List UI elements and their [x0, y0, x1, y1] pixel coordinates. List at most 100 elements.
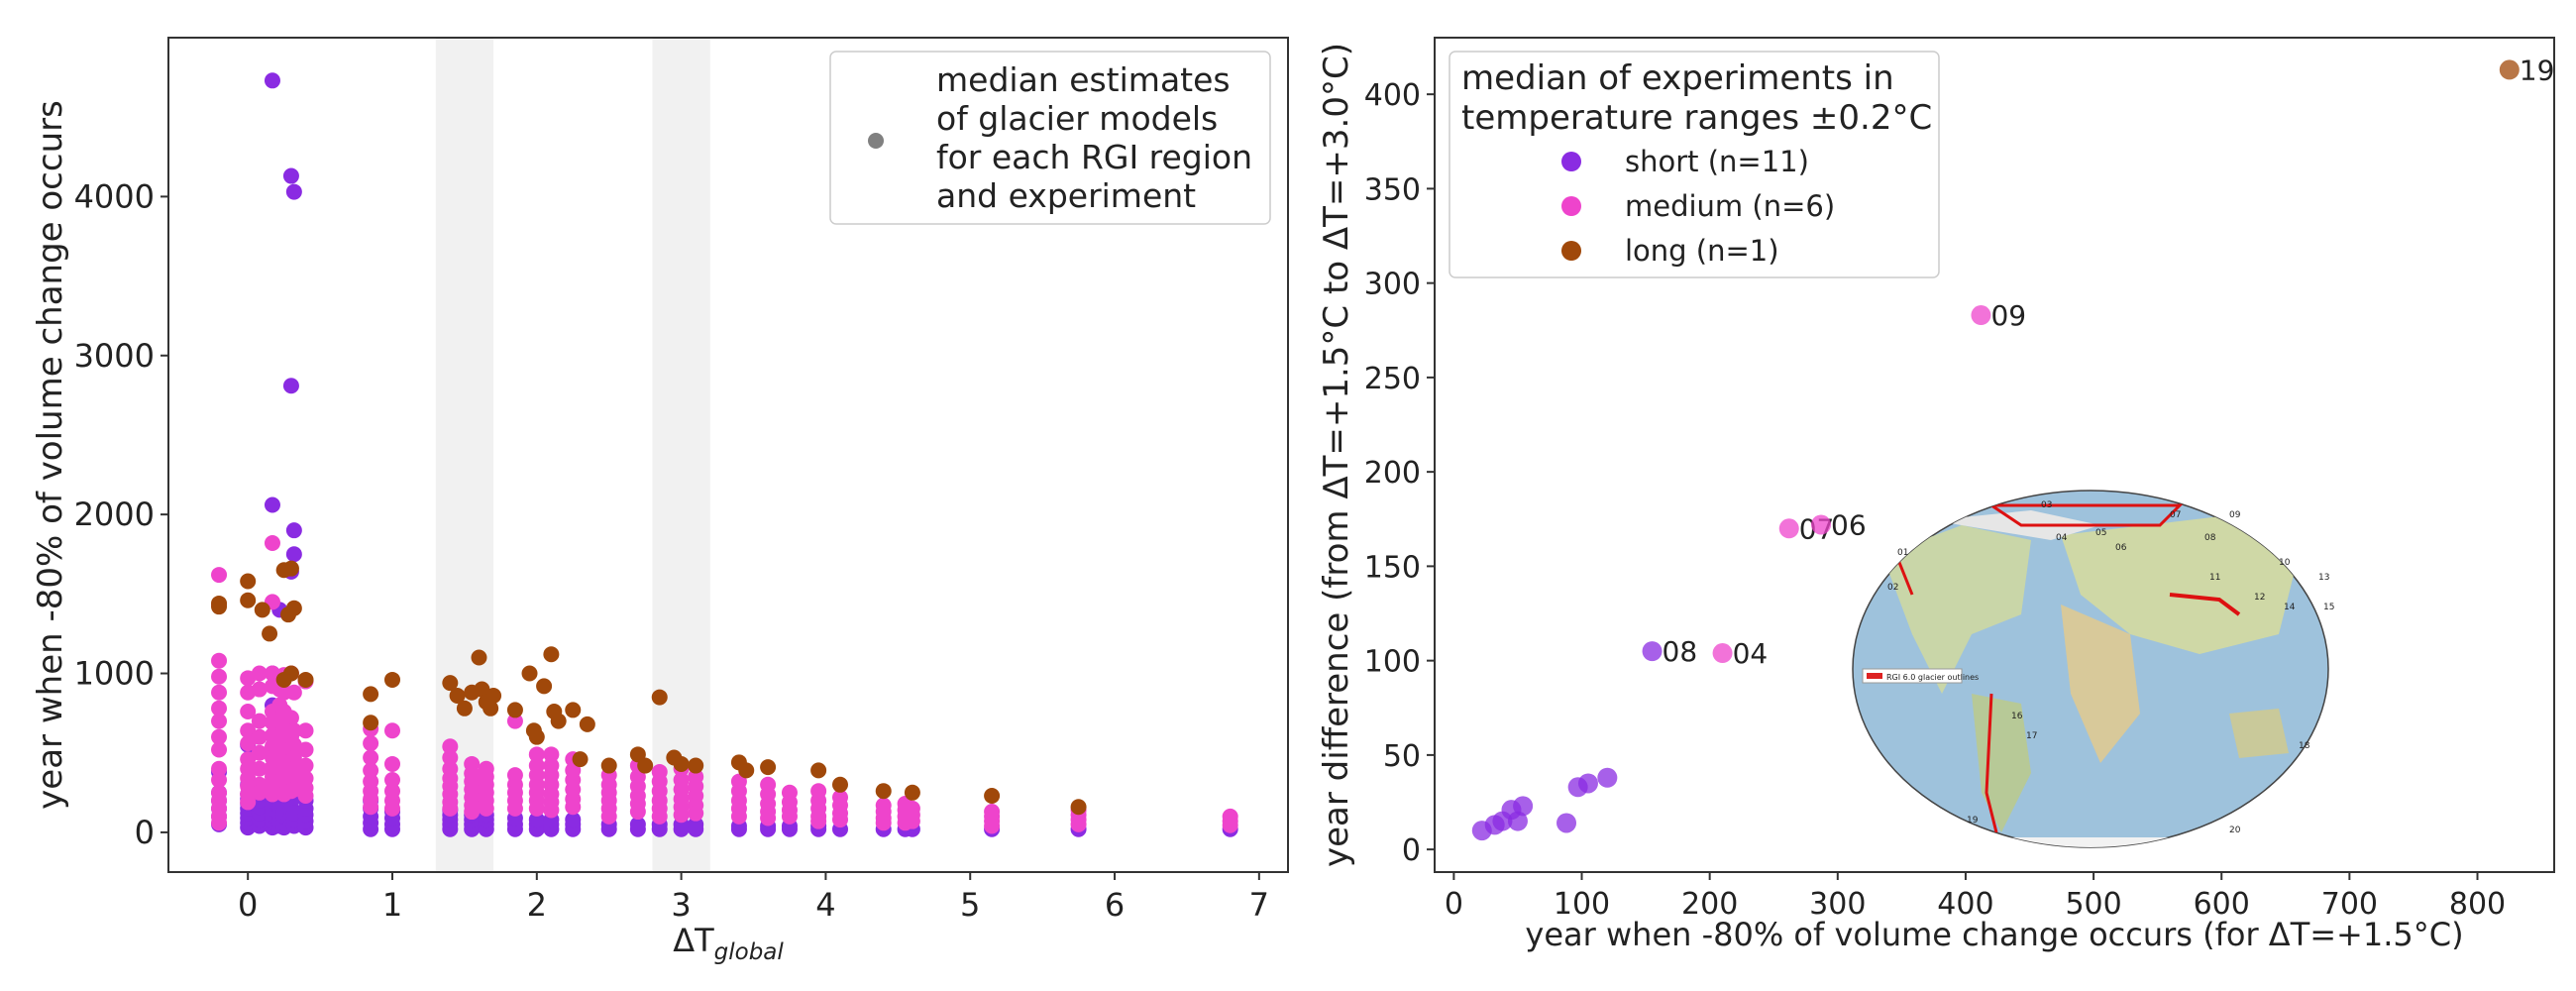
data-point: [984, 818, 1001, 834]
data-point: [543, 746, 560, 763]
data-point: [478, 800, 494, 817]
data-point: [262, 625, 278, 642]
x-tick-label: 500: [2065, 887, 2121, 922]
data-point: [297, 671, 314, 688]
data-point: [781, 808, 798, 825]
data-point: [285, 722, 302, 739]
legend-entry-label: medium (n=6): [1625, 189, 1835, 223]
point-label: 09: [1990, 299, 2026, 332]
map-region-label: 09: [2229, 510, 2241, 520]
left-y-axis-label: year when -80% of volume change occurs: [31, 100, 70, 810]
data-point: [673, 807, 690, 824]
data-point: [760, 810, 777, 826]
data-point: [297, 757, 314, 774]
legend-marker: [1561, 196, 1581, 216]
map-region-label: 17: [2026, 731, 2037, 741]
x-tick-label: 100: [1554, 887, 1610, 922]
data-point: [384, 771, 400, 788]
y-tick-label: 2000: [74, 496, 155, 533]
data-point: [1556, 813, 1577, 833]
legend-label-line: for each RGI region: [936, 138, 1252, 176]
left-chart: 0 1 2 3 4 5 6 7 0 1000 2000 3000 4000 ΔTglobal year…: [31, 37, 1289, 965]
data-point: [442, 738, 459, 755]
point-label: 06: [1831, 508, 1867, 541]
y-tick-label: 150: [1364, 550, 1421, 585]
shaded-ranges: [435, 38, 710, 872]
y-tick-label: 0: [1402, 833, 1421, 868]
map-legend-label: RGI 6.0 glacier outlines: [1886, 673, 1979, 682]
right-y-axis: 0 50 100 150 200 250 300 350 400: [1364, 78, 1435, 868]
data-point: [264, 535, 280, 552]
data-point: [384, 722, 400, 739]
legend-title-line: temperature ranges ±0.2°C: [1461, 98, 1932, 138]
data-point: [579, 716, 595, 732]
data-point: [285, 183, 302, 200]
data-point: [363, 715, 379, 731]
data-point: [543, 646, 560, 663]
data-point: [285, 684, 302, 701]
data-point: [264, 72, 280, 89]
x-tick-label: 600: [2194, 887, 2250, 922]
left-plot-frame: [167, 37, 1289, 873]
data-point: [984, 788, 1001, 805]
data-point: [211, 728, 228, 745]
x-tick-label: 0: [238, 886, 258, 924]
map-region-label: 20: [2229, 826, 2241, 835]
data-point: [506, 800, 523, 817]
data-point: [363, 686, 379, 703]
right-plot-frame: [1434, 37, 2555, 873]
data-point: [730, 808, 747, 825]
data-point: [211, 815, 228, 831]
y-tick-label: 100: [1364, 645, 1421, 680]
y-tick-label: 4000: [74, 177, 155, 215]
data-point: [1070, 799, 1087, 816]
y-tick-label: 200: [1364, 456, 1421, 491]
map-region-labels: 01 02 03 04 05 06 07 08 09 10 11 12 13 14 15 16 17 18 19 20: [1887, 500, 2334, 835]
data-point: [904, 813, 920, 829]
data-point: [506, 702, 523, 718]
data-point: [651, 689, 668, 706]
data-point: [282, 167, 299, 184]
y-tick-label: 1000: [74, 655, 155, 693]
data-point: [449, 687, 466, 704]
point-label: 08: [1663, 635, 1698, 668]
data-point: [565, 702, 582, 718]
right-x-axis-label: year when -80% of volume change occurs (…: [1525, 916, 2463, 953]
data-point: [673, 755, 690, 772]
data-point: [550, 713, 567, 729]
data-point: [251, 760, 268, 777]
data-point: [211, 599, 228, 615]
point-label: 19: [2520, 54, 2555, 86]
data-point: [211, 741, 228, 758]
y-tick-label: 300: [1364, 268, 1421, 302]
data-point: [629, 804, 646, 821]
data-point: [442, 675, 459, 692]
data-point: [629, 816, 646, 832]
data-point: [211, 700, 228, 716]
data-point: [471, 649, 487, 666]
data-point: [528, 800, 545, 817]
map-region-label: 07: [2170, 510, 2181, 520]
x-tick-label: 800: [2449, 887, 2506, 922]
legend-entry-label: long (n=1): [1625, 234, 1779, 268]
data-point: [384, 671, 400, 688]
right-y-axis-label: year difference (from ΔT=+1.5°C to ΔT=+3…: [1317, 43, 1356, 867]
y-tick-label: 0: [135, 814, 155, 851]
data-point: [211, 771, 228, 788]
left-y-axis: 0 1000 2000 3000 4000: [74, 177, 168, 851]
shaded-range-0: [435, 38, 494, 872]
x-tick-label: 700: [2321, 887, 2378, 922]
y-tick-label: 3000: [74, 337, 155, 375]
data-point: [275, 671, 292, 688]
data-point: [240, 573, 257, 590]
data-point: [536, 678, 553, 695]
data-point: [251, 784, 268, 801]
data-point: [285, 546, 302, 563]
data-point: [832, 812, 848, 828]
data-point: [738, 762, 755, 779]
data-point: [760, 759, 777, 776]
data-point: [240, 794, 257, 811]
